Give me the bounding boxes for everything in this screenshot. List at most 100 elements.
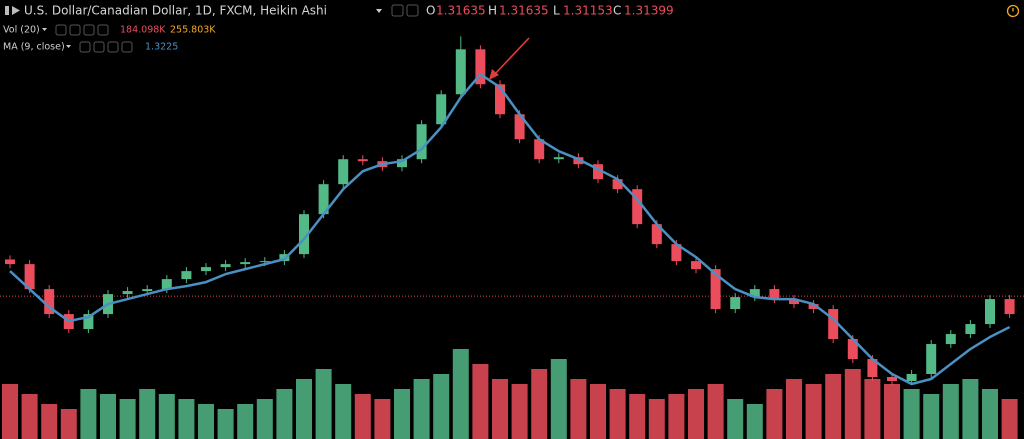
volume-bar — [374, 399, 391, 439]
volume-bar — [217, 409, 234, 439]
volume-bar — [590, 384, 606, 439]
candle-body — [651, 224, 662, 245]
candle-body — [867, 359, 878, 378]
candle-body — [299, 214, 309, 255]
volume-ma-value: 255.803K — [170, 25, 216, 36]
remove-icon[interactable] — [121, 41, 133, 53]
ohlc-o-label: O — [426, 4, 435, 18]
volume-bar — [354, 394, 371, 439]
arrow-annotation[interactable] — [493, 37, 530, 76]
candle-body — [318, 184, 329, 215]
dropdown-caret[interactable] — [376, 9, 382, 13]
volume-legend-icons — [55, 24, 109, 36]
volume-bar — [492, 379, 508, 439]
candle-body — [730, 297, 741, 310]
hide-icon[interactable] — [406, 4, 419, 17]
volume-bar — [60, 409, 77, 439]
candle-body — [495, 84, 505, 115]
candle-body — [514, 114, 525, 140]
dropdown-caret[interactable] — [66, 45, 71, 48]
ma-legend-name[interactable]: MA (9, close) — [3, 42, 65, 53]
volume-bar — [923, 394, 940, 439]
volume-bar — [766, 389, 783, 439]
add-icon[interactable] — [83, 24, 95, 36]
ohlc-c-label: C — [613, 4, 621, 18]
candle-body — [965, 324, 976, 335]
add-icon[interactable] — [107, 41, 119, 53]
volume-bar — [570, 379, 587, 439]
volume-bar — [413, 379, 430, 439]
volume-bar — [394, 389, 410, 439]
volume-bar — [119, 399, 136, 439]
alert-icon[interactable] — [1006, 4, 1020, 18]
candle-body — [710, 269, 721, 310]
volume-bar — [276, 389, 293, 439]
candle-body — [906, 374, 917, 382]
dropdown-caret[interactable] — [42, 28, 47, 31]
volume-bar — [609, 389, 626, 439]
volume-bar — [139, 389, 156, 439]
volume-bar — [1001, 399, 1018, 439]
candle-body — [534, 139, 545, 160]
volume-bar — [472, 364, 489, 439]
ohlc-l-label: L — [553, 4, 560, 18]
volume-legend-name[interactable]: Vol (20) — [3, 25, 40, 36]
volume-layer — [2, 349, 1018, 439]
candle-body — [455, 49, 466, 95]
volume-bar — [2, 384, 18, 439]
candle-body — [808, 304, 819, 310]
volume-bar — [825, 374, 842, 439]
volume-bar — [805, 384, 822, 439]
symbol-title[interactable]: U.S. Dollar/Canadian Dollar, 1D, FXCM, H… — [24, 4, 327, 18]
moving-average-line — [9, 73, 1011, 386]
candle-body — [220, 264, 231, 268]
ohlc-low: 1.31153 — [563, 4, 613, 18]
volume-bar — [746, 404, 763, 439]
volume-bar — [844, 369, 861, 439]
volume-bar — [942, 384, 959, 439]
settings-icon[interactable] — [55, 24, 67, 36]
candle-body — [436, 94, 447, 125]
volume-bar — [962, 379, 979, 439]
ohlc-open: 1.31635 — [436, 4, 486, 18]
ohlc-high: 1.31635 — [499, 4, 549, 18]
hide-icon[interactable] — [69, 24, 81, 36]
volume-bar — [296, 379, 312, 439]
candle-body — [828, 309, 839, 340]
volume-bar — [237, 404, 254, 439]
volume-bar — [648, 399, 665, 439]
volume-bar — [707, 384, 724, 439]
candle-body — [5, 259, 15, 265]
candle-body — [24, 264, 35, 290]
volume-bar — [41, 404, 58, 439]
candle-body — [749, 289, 760, 298]
price-layer — [0, 36, 1024, 386]
candle-body — [181, 271, 192, 280]
collapse-icon[interactable] — [5, 6, 9, 15]
candle-body — [945, 334, 956, 345]
candle-body — [259, 261, 270, 263]
volume-bar — [335, 384, 352, 439]
ma-value: 1.3225 — [145, 42, 178, 53]
volume-bar — [315, 369, 332, 439]
volume-bar — [688, 389, 704, 439]
flag-icon — [12, 6, 20, 15]
settings-icon[interactable] — [391, 4, 404, 17]
remove-icon[interactable] — [97, 24, 109, 36]
volume-bar — [982, 389, 998, 439]
candle-body — [44, 289, 55, 315]
hide-icon[interactable] — [93, 41, 105, 53]
candle-body — [142, 289, 153, 292]
candle-body — [240, 262, 251, 265]
candle-body — [416, 124, 427, 160]
volume-bar — [668, 394, 685, 439]
volume-bar — [198, 404, 214, 439]
settings-icon[interactable] — [79, 41, 91, 53]
candle-body — [338, 159, 349, 185]
candle-body — [1004, 299, 1015, 315]
volume-bar — [531, 369, 548, 439]
volume-bar — [629, 394, 646, 439]
candle-body — [769, 289, 780, 300]
volume-bar — [433, 374, 450, 439]
